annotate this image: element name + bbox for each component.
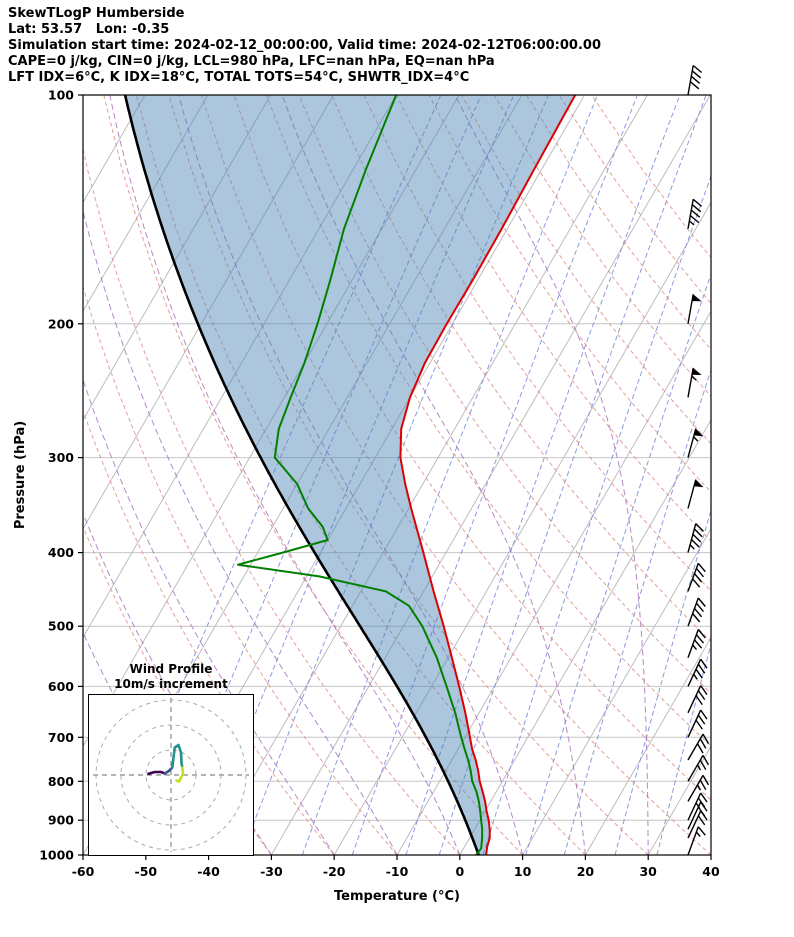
- location-line: Lat: 53.57 Lon: -0.35: [8, 22, 170, 37]
- hodograph-ring: [145, 749, 197, 801]
- x-tick-label: -50: [135, 864, 158, 879]
- x-tick-label: 0: [455, 864, 464, 879]
- y-tick-label: 700: [48, 730, 74, 745]
- hodograph-trace: [171, 743, 184, 769]
- x-axis-label: Temperature (°C): [334, 889, 460, 904]
- x-tick-label: 40: [702, 864, 720, 879]
- wind-barbs: [687, 64, 710, 856]
- temperature-line: [399, 95, 577, 855]
- y-tick-label: 500: [48, 619, 74, 634]
- x-tick-label: -60: [72, 864, 95, 879]
- hodograph-ring: [120, 724, 222, 826]
- hodograph-ring: [95, 699, 247, 851]
- inset-title: Wind Profile: [129, 662, 213, 676]
- y-tick-label: 600: [48, 679, 74, 694]
- hodograph-trace: [147, 770, 167, 776]
- x-tick-label: -10: [386, 864, 409, 879]
- x-tick-label: 10: [514, 864, 532, 879]
- time-line: Simulation start time: 2024-02-12_00:00:…: [8, 38, 601, 53]
- figure-title: SkewTLogP Humberside: [8, 6, 185, 21]
- x-tick-label: -30: [260, 864, 283, 879]
- x-tick-label: 30: [639, 864, 657, 879]
- stability-indices-line-2: LFT IDX=6°C, K IDX=18°C, TOTAL TOTS=54°C…: [8, 70, 470, 85]
- stability-indices-line-1: CAPE=0 j/kg, CIN=0 j/kg, LCL=980 hPa, LF…: [8, 54, 495, 69]
- hodograph: [88, 694, 254, 856]
- parcel-line: [123, 95, 480, 855]
- y-tick-label: 300: [48, 450, 74, 465]
- y-tick-label: 100: [48, 88, 74, 103]
- dewpoint-line: [237, 95, 484, 855]
- figure-header: SkewTLogP Humberside Lat: 53.57 Lon: -0.…: [8, 6, 601, 86]
- y-tick-label: 200: [48, 316, 74, 331]
- y-tick-label: 800: [48, 774, 74, 789]
- y-axis-label: Pressure (hPa): [13, 421, 28, 529]
- y-tick-label: 400: [48, 545, 74, 560]
- hodograph-trace: [175, 766, 185, 783]
- y-tick-label: 900: [48, 813, 74, 828]
- hodograph-trace: [163, 766, 174, 775]
- hodograph-svg: [88, 694, 254, 856]
- inset-subtitle: 10m/s increment: [114, 677, 228, 691]
- wind-profile-inset: Wind Profile 10m/s increment: [88, 662, 254, 856]
- x-tick-label: -20: [323, 864, 346, 879]
- dry-adiabat-lines: [83, 95, 711, 855]
- shaded-area: [125, 95, 576, 855]
- profile-lines: [123, 95, 577, 855]
- moist-adiabat-lines: [83, 95, 649, 855]
- x-tick-label: -40: [197, 864, 220, 879]
- y-tick-label: 1000: [39, 848, 74, 863]
- cape-cin-shading: [125, 95, 576, 855]
- x-tick-label: 20: [577, 864, 595, 879]
